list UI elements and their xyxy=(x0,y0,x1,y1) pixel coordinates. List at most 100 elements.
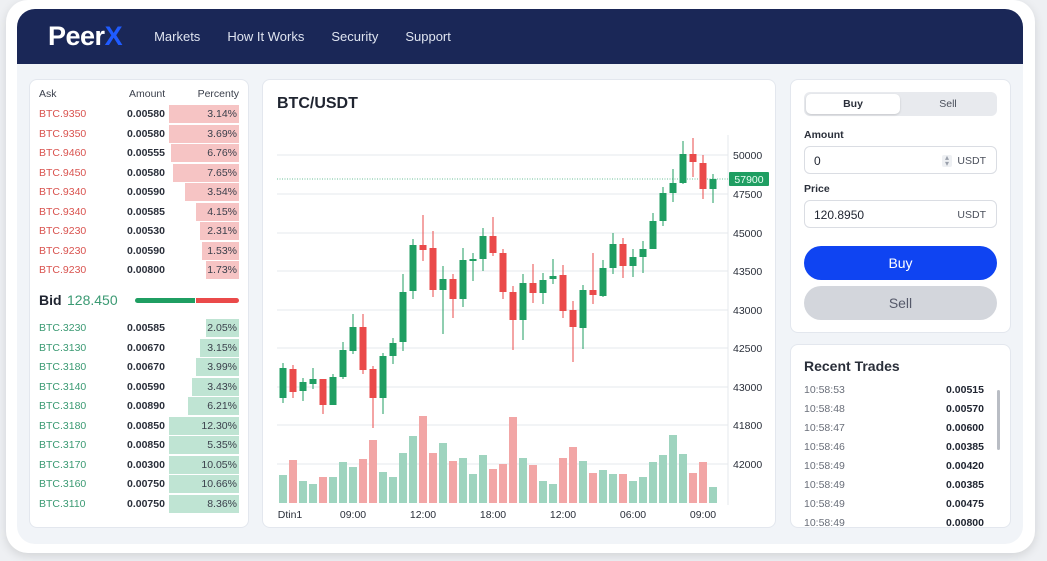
y-axis-tick-label: 42500 xyxy=(733,343,762,355)
ask-order-row[interactable]: BTC.9340 0.00585 4.15% xyxy=(39,202,239,221)
bid-order-row[interactable]: BTC.3170 0.00300 10.05% xyxy=(39,455,239,474)
order-price: BTC.3170 xyxy=(39,458,87,471)
trade-row: 10:58:46 0.00385 xyxy=(804,441,984,459)
ask-order-row[interactable]: BTC.9230 0.00800 1.73% xyxy=(39,261,239,279)
price-input[interactable]: 120.8950 USDT xyxy=(804,200,997,228)
candle-body xyxy=(489,236,497,253)
bid-order-row[interactable]: BTC.3160 0.00750 10.66% xyxy=(39,475,239,493)
stepper-icon[interactable]: ▴ ▾ xyxy=(942,154,952,168)
bid-order-row[interactable]: BTC.3140 0.00590 3.43% xyxy=(39,377,239,396)
order-price: BTC.3160 xyxy=(39,478,87,490)
trade-row: 10:58:49 0.00420 xyxy=(804,460,984,478)
nav-link-how-it-works[interactable]: How It Works xyxy=(227,29,305,44)
x-axis-tick-label: 09:00 xyxy=(340,509,366,521)
order-price: BTC.9460 xyxy=(39,147,87,159)
volume-bar xyxy=(349,467,357,503)
chart-title: BTC/USDT xyxy=(277,95,358,112)
volume-bar xyxy=(479,455,487,503)
price-label: Price xyxy=(804,183,830,195)
nav-link-markets[interactable]: Markets xyxy=(154,29,201,44)
order-amount: 0.00890 xyxy=(127,400,165,412)
bid-order-row[interactable]: BTC.3180 0.00890 6.21% xyxy=(39,397,239,415)
order-price: BTC.9230 xyxy=(39,244,87,257)
volume-bar xyxy=(699,462,707,503)
volume-bar xyxy=(679,454,687,503)
trade-time: 10:58:46 xyxy=(804,441,845,453)
amount-input[interactable]: 0 ▴ ▾ USDT xyxy=(804,146,997,174)
nav-link-support[interactable]: Support xyxy=(405,29,451,44)
ask-order-row[interactable]: BTC.9230 0.00530 2.31% xyxy=(39,222,239,240)
order-percent: 8.36% xyxy=(207,497,237,510)
tab-buy[interactable]: Buy xyxy=(806,94,900,114)
ask-order-row[interactable]: BTC.9460 0.00555 6.76% xyxy=(39,144,239,162)
candlestick-chart[interactable]: 50000 47500 45000 43500 43000 42500 43000 41800… xyxy=(263,80,777,529)
sell-button[interactable]: Sell xyxy=(804,286,997,320)
depth-bar xyxy=(202,241,239,260)
trades-scrollbar[interactable] xyxy=(997,390,1000,450)
x-axis-tick-label: 06:00 xyxy=(620,509,646,521)
candle-body xyxy=(329,377,337,405)
order-price: BTC.9450 xyxy=(39,166,87,179)
candle-body xyxy=(619,244,627,266)
price-chart-panel: BTC/USDT 50000 47500 45000 43500 43000 42500 4… xyxy=(262,79,776,528)
depth-bar xyxy=(188,397,239,415)
order-amount: 0.00590 xyxy=(127,186,165,198)
trade-row: 10:58:53 0.00515 xyxy=(804,384,984,402)
logo[interactable]: Peer X xyxy=(48,21,123,52)
bid-order-row[interactable]: BTC.3170 0.00850 5.35% xyxy=(39,436,239,454)
bid-label: Bid xyxy=(39,292,62,308)
volume-bar xyxy=(689,473,697,503)
order-percent: 3.14% xyxy=(207,108,237,120)
ask-order-row[interactable]: BTC.9350 0.00580 3.14% xyxy=(39,105,239,123)
bid-order-row[interactable]: BTC.3130 0.00670 3.15% xyxy=(39,338,239,357)
order-amount: 0.00300 xyxy=(127,458,165,471)
ask-order-row[interactable]: BTC.9450 0.00580 7.65% xyxy=(39,163,239,182)
candle-body xyxy=(549,276,557,279)
trade-amount: 0.00570 xyxy=(946,403,984,415)
order-percent: 7.65% xyxy=(207,166,237,179)
ask-order-row[interactable]: BTC.9230 0.00590 1.53% xyxy=(39,241,239,260)
depth-bar xyxy=(173,163,239,182)
trade-row: 10:58:49 0.00385 xyxy=(804,479,984,497)
bid-order-row[interactable]: BTC.3230 0.00585 2.05% xyxy=(39,319,239,337)
candle-body xyxy=(659,193,667,221)
buy-ratio-segment xyxy=(135,298,196,303)
volume-bar xyxy=(389,477,397,503)
trade-amount: 0.00600 xyxy=(946,422,984,434)
top-navbar: Peer X Markets How It Works Security Supp… xyxy=(17,9,1023,64)
candle-body xyxy=(399,292,407,342)
volume-bar xyxy=(379,472,387,503)
ask-order-row[interactable]: BTC.9340 0.00590 3.54% xyxy=(39,183,239,201)
percent-column-header: Percenty xyxy=(197,88,239,100)
ask-order-row[interactable]: BTC.9350 0.00580 3.69% xyxy=(39,124,239,143)
bid-order-row[interactable]: BTC.3180 0.00850 12.30% xyxy=(39,416,239,435)
app-container: Peer X Markets How It Works Security Supp… xyxy=(17,9,1023,544)
bid-order-row[interactable]: BTC.3180 0.00670 3.99% xyxy=(39,358,239,376)
trade-row: 10:58:49 0.00800 xyxy=(804,517,984,535)
bid-summary: Bid 128.450 xyxy=(39,291,239,311)
volume-bar xyxy=(549,484,557,503)
candle-body xyxy=(289,369,297,392)
order-price: BTC.9340 xyxy=(39,186,87,198)
candle-body xyxy=(589,290,597,295)
order-price: BTC.3170 xyxy=(39,439,87,451)
y-axis-tick-label: 42000 xyxy=(733,459,762,471)
candle-body xyxy=(519,283,527,320)
order-price: BTC.3180 xyxy=(39,361,87,373)
order-amount: 0.00580 xyxy=(127,127,165,140)
order-percent: 3.54% xyxy=(207,186,237,198)
candle-body xyxy=(319,379,327,405)
trade-time: 10:58:53 xyxy=(804,384,845,396)
nav-link-security[interactable]: Security xyxy=(331,29,379,44)
buy-sell-ratio-bar xyxy=(135,298,239,303)
candle-body xyxy=(529,283,537,293)
volume-bar xyxy=(419,416,427,503)
order-amount: 0.00555 xyxy=(127,147,165,159)
buy-button[interactable]: Buy xyxy=(804,246,997,280)
tab-sell[interactable]: Sell xyxy=(939,98,957,110)
volume-bar xyxy=(539,481,547,503)
volume-bar xyxy=(659,455,667,503)
volume-bar xyxy=(609,474,617,503)
candle-body xyxy=(629,257,637,266)
bid-order-row[interactable]: BTC.3110 0.00750 8.36% xyxy=(39,494,239,513)
